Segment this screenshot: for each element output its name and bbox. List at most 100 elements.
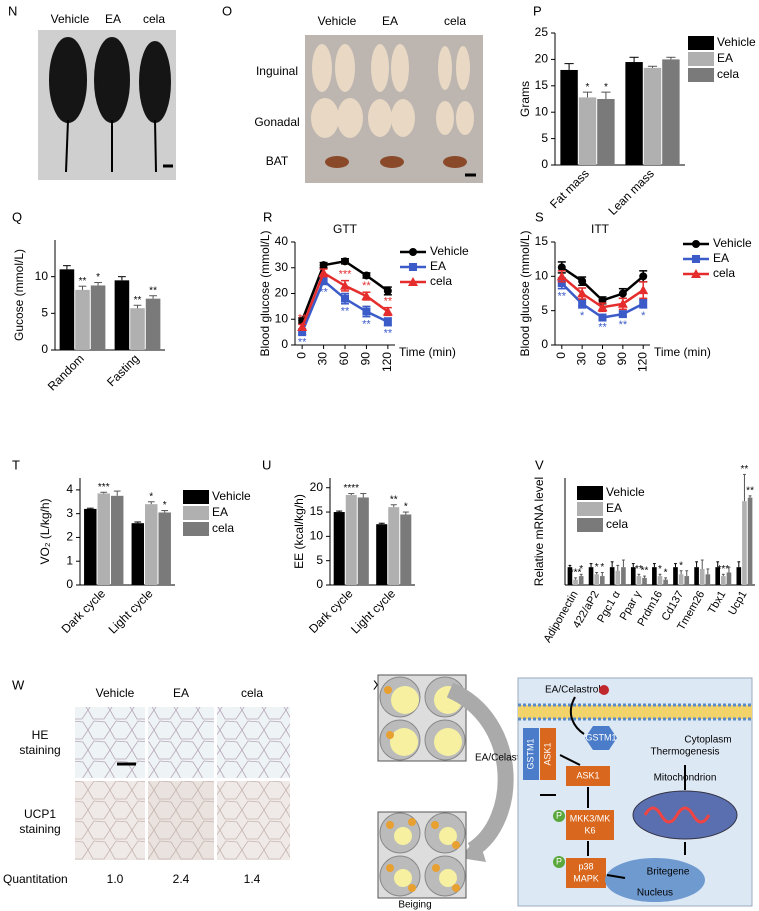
bar — [388, 507, 400, 585]
significance: * — [679, 560, 683, 571]
membrane — [518, 705, 752, 719]
bar — [114, 280, 130, 350]
cytoplasm-label: Cytoplasm — [684, 735, 731, 746]
significance: * — [404, 502, 408, 513]
phospho-node — [553, 810, 565, 822]
significance: * — [586, 82, 590, 93]
bar — [609, 567, 615, 585]
legend-marker — [409, 263, 417, 271]
marker — [297, 321, 308, 331]
significance: ** — [641, 566, 649, 577]
significance: ** — [298, 337, 307, 349]
x-tick-label: 120 — [635, 352, 649, 372]
histology-images — [75, 707, 290, 860]
column-label: cela — [241, 686, 263, 700]
y-tick-label: 4 — [66, 482, 73, 496]
bar — [747, 497, 753, 585]
bar — [642, 577, 647, 585]
significance: ** — [79, 276, 87, 287]
marker — [578, 277, 587, 286]
bar — [145, 298, 161, 350]
panel-n: N Vehicle EA cela — [8, 3, 176, 180]
mitochondrion-label: Mitochondrion — [654, 773, 717, 784]
significance: * — [149, 491, 153, 502]
panel-label: U — [262, 457, 271, 472]
marker — [556, 271, 567, 281]
column-label: Vehicle — [318, 14, 357, 28]
legend-label: Vehicle — [717, 35, 756, 49]
mice — [49, 37, 171, 173]
marker — [341, 294, 349, 303]
significance: ** — [362, 319, 371, 331]
legend-swatch — [688, 68, 714, 82]
legend-label: Vehicle — [713, 236, 752, 250]
significance: ** — [149, 285, 157, 296]
bar — [588, 567, 594, 585]
bar — [678, 574, 684, 585]
bar — [643, 67, 662, 165]
mkk-label: MKK3/MK — [570, 813, 611, 823]
row-label: staining — [19, 743, 60, 757]
legend-label: cela — [606, 517, 628, 531]
significance: ** — [598, 321, 607, 333]
legend-label: cela — [713, 266, 735, 280]
phospho-label: P — [556, 856, 562, 866]
column-label: Vehicle — [96, 686, 135, 700]
legend-label: Vehicle — [606, 485, 645, 499]
bar — [663, 579, 668, 585]
gstm1-node — [523, 728, 539, 780]
quantitation-value: 1.0 — [107, 872, 124, 886]
marker — [577, 288, 588, 298]
legend-swatch — [688, 36, 714, 50]
significance: *** — [570, 568, 582, 579]
y-tick-label: 10 — [275, 311, 289, 325]
y-tick-label: 10 — [535, 269, 549, 283]
x-tick-label: Light cycle — [348, 586, 398, 636]
marker — [383, 317, 392, 326]
x-axis-label: Time (min) — [399, 345, 456, 359]
y-axis-label: Blood glucose (mmol/L) — [518, 230, 532, 356]
legend-swatch — [577, 502, 603, 516]
significance: *** — [98, 482, 110, 493]
x-tick-label: 90 — [615, 352, 629, 366]
mitochondrion — [632, 790, 738, 840]
panel-label: Q — [12, 209, 22, 224]
legend-swatch — [577, 486, 603, 500]
p38-label: MAPK — [573, 873, 599, 883]
significance: * — [595, 562, 599, 573]
gstm1-node — [585, 726, 617, 750]
tissues — [311, 44, 474, 138]
bar — [560, 69, 578, 165]
bar — [684, 576, 690, 585]
marker — [618, 310, 627, 319]
white-adipocytes — [377, 674, 467, 762]
legend-label: EA — [606, 501, 622, 515]
bar — [662, 59, 680, 165]
y-tick-label: 5 — [541, 131, 548, 145]
significance: * — [580, 310, 585, 322]
bar — [715, 567, 721, 585]
panel-label: P — [533, 3, 542, 18]
significance: ** — [319, 286, 328, 298]
legend-label: EA — [212, 505, 228, 519]
gene-label: Britegene — [647, 867, 690, 878]
y-tick-label: 1 — [66, 553, 73, 567]
significance: * — [658, 564, 662, 575]
y-tick-label: 0 — [541, 337, 548, 351]
legend-label: cela — [717, 67, 739, 81]
ask1-node — [540, 728, 556, 780]
row-label: HE — [32, 728, 49, 742]
x-tick-label: Light cycle — [106, 586, 156, 636]
significance: ** — [635, 564, 643, 575]
significance: *** — [339, 269, 353, 281]
marker — [340, 280, 350, 290]
bar — [158, 512, 171, 585]
significance: ** — [341, 306, 350, 318]
y-tick-label: 30 — [275, 260, 289, 274]
y-tick-label: 5 — [541, 303, 548, 317]
quantitation-value: 1.4 — [244, 872, 261, 886]
y-tick-label: 0 — [281, 337, 288, 351]
significance: * — [163, 500, 167, 511]
marker — [617, 298, 628, 308]
marker — [298, 328, 307, 337]
